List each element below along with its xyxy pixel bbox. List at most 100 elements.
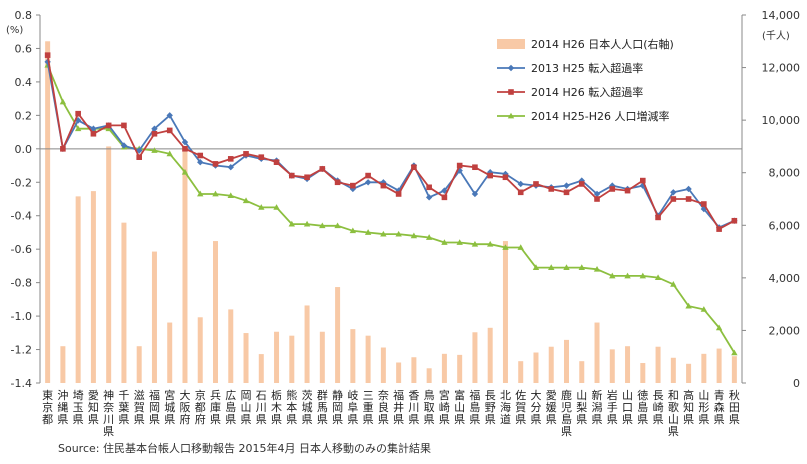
series-point [441, 194, 448, 201]
category-label: 長野県 [485, 389, 496, 426]
category-label: 新潟県 [592, 388, 603, 426]
series-point [74, 125, 82, 132]
population-bar [75, 196, 81, 383]
series-point [44, 58, 51, 66]
population-bar [441, 353, 447, 383]
population-bar [274, 331, 280, 383]
series-point [640, 177, 646, 184]
population-bar [487, 327, 493, 383]
population-bar [60, 346, 66, 383]
category-label: 茨城県 [302, 388, 313, 426]
series-point [364, 229, 372, 235]
category-label: 東京都 [42, 389, 53, 426]
series-point [304, 174, 310, 181]
left-tick-label: 0.4 [15, 76, 33, 89]
population-bar [335, 287, 341, 383]
population-bar [136, 346, 142, 383]
right-tick-label: 6,000 [769, 219, 801, 232]
population-bar [380, 347, 386, 383]
right-axis-unit: (千人) [762, 30, 790, 42]
series-point [151, 130, 158, 137]
left-tick-label: -1.4 [11, 377, 32, 390]
series-point [517, 180, 524, 188]
left-tick-label: -0.6 [11, 243, 32, 256]
series-point [685, 185, 692, 193]
category-label: 富山県 [454, 388, 465, 426]
population-bar [686, 363, 692, 383]
legend-item: 2014 H26 転入超過率 [497, 85, 643, 99]
chart-axes: 0.8 0.6 0.4 0.2 0.0 -0.2 -0.4 -0.6 -0.8 -1.0 -1.2 -… [6, 9, 800, 390]
category-label: 福岡県 [149, 388, 160, 426]
series-point [731, 217, 738, 224]
category-label: 和歌山県 [668, 389, 679, 438]
left-tick-label: 0.8 [15, 9, 33, 22]
series-point [75, 110, 81, 117]
series-point [166, 112, 173, 119]
series-point [517, 244, 524, 250]
category-label: 千葉県 [118, 389, 129, 426]
series-point [578, 264, 585, 270]
population-bar [701, 353, 707, 383]
category-label: 熊本県 [286, 388, 297, 426]
category-label: 三重県 [363, 389, 374, 426]
population-bar [625, 346, 631, 383]
series-point [716, 226, 722, 232]
series-point [563, 182, 570, 189]
rate-lines [44, 52, 738, 356]
population-bar [121, 222, 127, 383]
category-label: 岡山県 [241, 389, 252, 426]
series-point [593, 265, 601, 272]
category-label: 高知県 [683, 388, 694, 426]
category-label: 大分県 [530, 388, 541, 426]
population-bar [45, 41, 51, 384]
series-point [319, 222, 326, 229]
category-label: 宮城県 [164, 388, 175, 426]
series-2 [44, 61, 738, 356]
series-point [532, 264, 540, 270]
category-labels: 東京都沖縄県埼玉県愛知県神奈川県千葉県滋賀県福岡県宮城県大阪府京都府兵庫県広島県… [42, 388, 740, 438]
population-bar [396, 362, 402, 383]
population-bar [304, 305, 310, 383]
category-label: 岐阜県 [347, 389, 358, 426]
series-point [120, 142, 128, 149]
population-bar [655, 346, 661, 383]
series-point [594, 196, 600, 202]
category-label: 香川県 [408, 389, 419, 426]
category-label: 長崎県 [653, 389, 664, 426]
series-point [380, 230, 387, 237]
population-bar [197, 317, 203, 383]
series-point [731, 349, 738, 356]
series-point [624, 272, 631, 279]
legend-item: 2014 H26 日本人人口(右軸) [497, 37, 674, 51]
population-bar [90, 191, 96, 383]
series-point [533, 181, 539, 187]
series-point [700, 306, 708, 312]
series-point [426, 184, 432, 191]
population-bar [716, 348, 722, 383]
series-point [121, 122, 127, 129]
left-tick-label: -0.4 [11, 210, 32, 223]
category-label: 山口県 [622, 389, 633, 426]
series-point [563, 189, 570, 196]
population-bar [426, 368, 432, 383]
series-point [410, 232, 418, 239]
series-point [456, 239, 463, 245]
right-tick-label: 14,000 [762, 9, 801, 22]
population-bar [243, 333, 249, 383]
population-bar [564, 339, 569, 383]
series-point [456, 162, 463, 169]
series-point [624, 187, 631, 194]
category-label: 神奈川県 [103, 388, 114, 438]
series-point [471, 240, 479, 247]
right-tick-label: 8,000 [769, 167, 801, 180]
legend-item: 2014 H25-H26 人口増減率 [497, 109, 670, 123]
right-tick-label: 4,000 [769, 272, 801, 285]
series-point [289, 172, 295, 179]
series-point [166, 150, 173, 157]
population-bar [350, 329, 356, 383]
series-point [395, 230, 402, 237]
population-bar [319, 331, 325, 383]
series-point [395, 191, 402, 197]
series-point [319, 166, 326, 172]
population-bar [731, 356, 737, 383]
